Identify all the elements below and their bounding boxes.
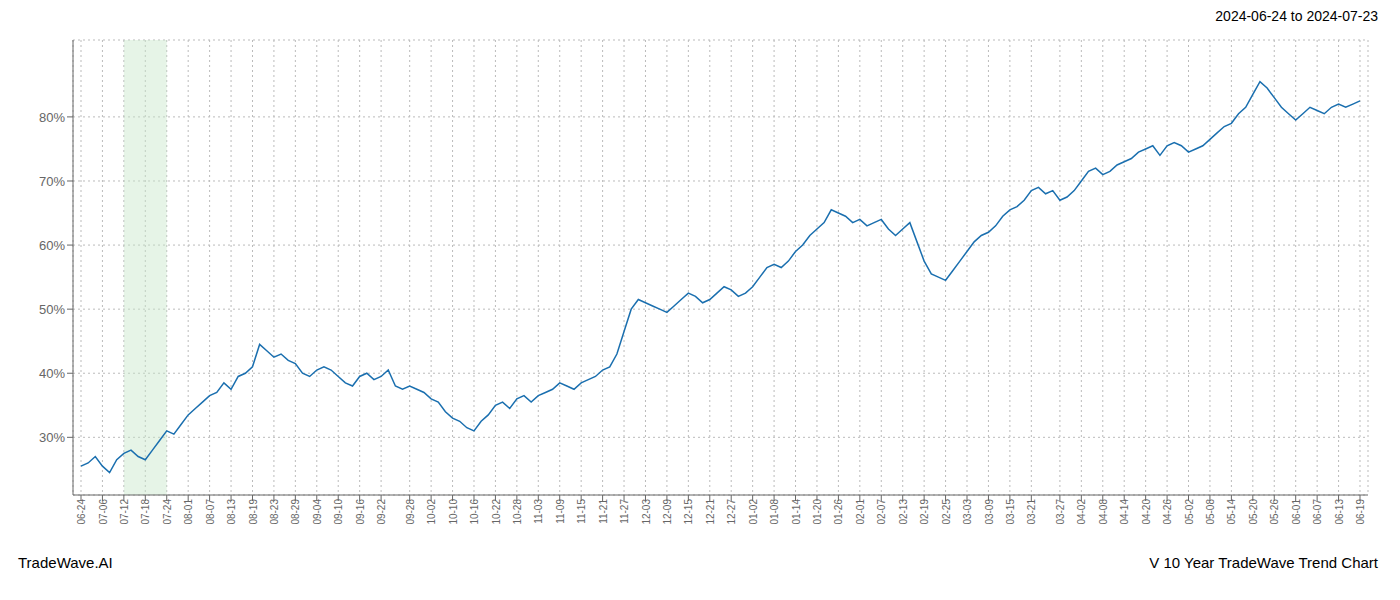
svg-text:02-07: 02-07	[876, 499, 887, 525]
svg-text:05-02: 05-02	[1184, 499, 1195, 525]
svg-text:03-21: 03-21	[1026, 499, 1037, 525]
svg-text:04-26: 04-26	[1162, 499, 1173, 525]
svg-text:06-24: 06-24	[76, 499, 87, 525]
svg-text:04-02: 04-02	[1076, 499, 1087, 525]
svg-text:02-19: 02-19	[919, 499, 930, 525]
svg-text:08-19: 08-19	[248, 499, 259, 525]
svg-text:06-19: 06-19	[1355, 499, 1366, 525]
svg-text:07-06: 07-06	[98, 499, 109, 525]
svg-text:30%: 30%	[39, 430, 65, 445]
svg-text:02-25: 02-25	[941, 499, 952, 525]
svg-text:05-14: 05-14	[1226, 499, 1237, 525]
svg-text:09-10: 09-10	[333, 499, 344, 525]
svg-text:09-04: 09-04	[312, 499, 323, 525]
svg-text:10-10: 10-10	[448, 499, 459, 525]
svg-text:10-22: 10-22	[491, 499, 502, 525]
svg-text:10-02: 10-02	[426, 499, 437, 525]
svg-text:06-13: 06-13	[1334, 499, 1345, 525]
svg-text:12-21: 12-21	[705, 499, 716, 525]
svg-text:04-20: 04-20	[1141, 499, 1152, 525]
svg-text:50%: 50%	[39, 302, 65, 317]
svg-text:03-03: 03-03	[962, 499, 973, 525]
svg-text:07-12: 07-12	[119, 499, 130, 525]
svg-text:01-26: 01-26	[833, 499, 844, 525]
svg-text:11-03: 11-03	[533, 499, 544, 524]
svg-text:11-27: 11-27	[619, 499, 630, 524]
svg-text:01-14: 01-14	[791, 499, 802, 525]
svg-text:11-15: 11-15	[576, 499, 587, 524]
svg-text:60%: 60%	[39, 238, 65, 253]
svg-text:03-15: 03-15	[1005, 499, 1016, 525]
svg-text:80%: 80%	[39, 110, 65, 125]
svg-text:12-27: 12-27	[726, 499, 737, 525]
svg-text:70%: 70%	[39, 174, 65, 189]
svg-text:08-13: 08-13	[226, 499, 237, 525]
svg-text:01-02: 01-02	[748, 499, 759, 525]
svg-text:09-28: 09-28	[405, 499, 416, 525]
svg-text:07-24: 07-24	[162, 499, 173, 525]
svg-text:07-18: 07-18	[140, 499, 151, 525]
svg-text:08-07: 08-07	[205, 499, 216, 525]
svg-text:02-01: 02-01	[855, 499, 866, 525]
svg-text:06-01: 06-01	[1291, 499, 1302, 525]
svg-text:08-23: 08-23	[269, 499, 280, 525]
svg-text:03-09: 03-09	[984, 499, 995, 525]
svg-text:01-20: 01-20	[812, 499, 823, 525]
svg-text:04-14: 04-14	[1119, 499, 1130, 525]
svg-text:05-08: 05-08	[1205, 499, 1216, 525]
svg-text:05-26: 05-26	[1269, 499, 1280, 525]
svg-text:04-08: 04-08	[1098, 499, 1109, 525]
svg-text:10-16: 10-16	[469, 499, 480, 525]
svg-text:12-03: 12-03	[641, 499, 652, 525]
svg-text:05-20: 05-20	[1248, 499, 1259, 525]
svg-text:12-15: 12-15	[683, 499, 694, 525]
svg-text:03-27: 03-27	[1055, 499, 1066, 525]
svg-text:09-16: 09-16	[355, 499, 366, 525]
svg-text:40%: 40%	[39, 366, 65, 381]
svg-text:11-21: 11-21	[598, 499, 609, 524]
html-text:TradeWave.AI: TradeWave.AI	[18, 554, 113, 571]
svg-text:06-07: 06-07	[1312, 499, 1323, 525]
svg-text:08-01: 08-01	[183, 499, 194, 525]
svg-text:11-09: 11-09	[555, 499, 566, 524]
svg-text:01-08: 01-08	[769, 499, 780, 525]
html-text:V 10 Year TradeWave Trend Char: V 10 Year TradeWave Trend Chart	[1149, 554, 1378, 571]
html-text:2024-06-24 to 2024-07-23: 2024-06-24 to 2024-07-23	[1215, 8, 1378, 24]
svg-text:09-22: 09-22	[376, 499, 387, 525]
svg-text:12-09: 12-09	[662, 499, 673, 525]
svg-text:10-28: 10-28	[512, 499, 523, 525]
svg-text:08-29: 08-29	[290, 499, 301, 525]
svg-text:02-13: 02-13	[898, 499, 909, 525]
